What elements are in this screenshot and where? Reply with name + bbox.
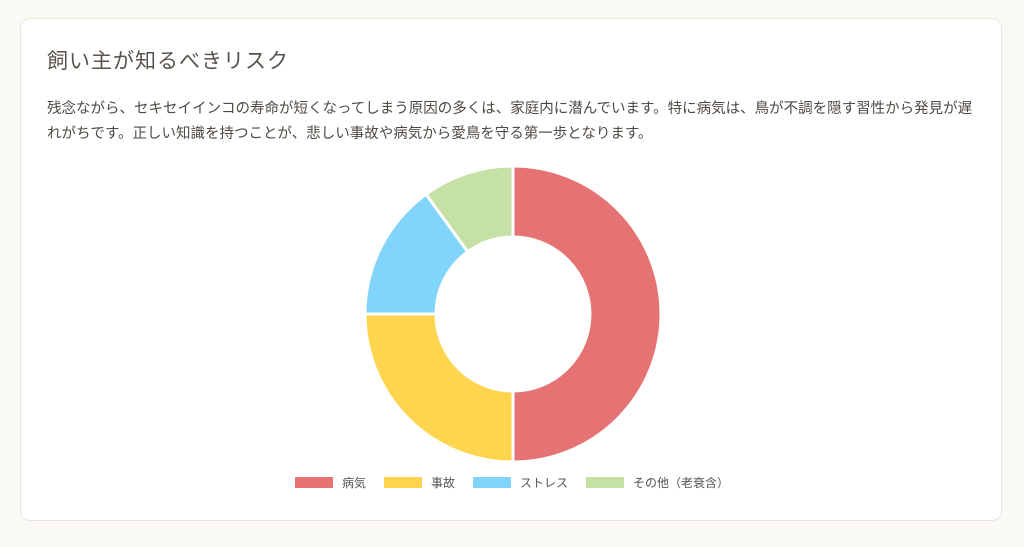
legend-swatch [586, 477, 625, 488]
legend-label: 病気 [341, 476, 366, 490]
section-title: 飼い主が知るべきリスク [47, 49, 289, 73]
legend-label: 事故 [430, 476, 455, 490]
legend-swatch [294, 477, 333, 488]
donut-chart [363, 164, 663, 464]
donut-slice-4[interactable] [423, 164, 515, 254]
legend-item-2[interactable]: 事故 [383, 474, 455, 491]
legend-item-4[interactable]: その他（老衰含） [586, 474, 729, 491]
legend-item-1[interactable]: 病気 [294, 474, 366, 491]
risk-card: 飼い主が知るべきリスク 残念ながら、セキセイインコの寿命が短くなってしまう原因の… [20, 18, 1002, 521]
legend-swatch [383, 477, 422, 488]
legend-label: ストレス [520, 476, 569, 490]
section-description: 残念ながら、セキセイインコの寿命が短くなってしまう原因の多くは、家庭内に潜んでい… [47, 101, 973, 142]
legend-item-3[interactable]: ストレス [473, 474, 568, 491]
chart-legend: 病気 事故 ストレス その他（老衰含） [21, 474, 1003, 491]
donut-slice-2[interactable] [363, 312, 515, 464]
donut-slice-1[interactable] [511, 164, 663, 464]
legend-swatch [473, 477, 511, 488]
legend-label: その他（老衰含） [633, 476, 730, 490]
